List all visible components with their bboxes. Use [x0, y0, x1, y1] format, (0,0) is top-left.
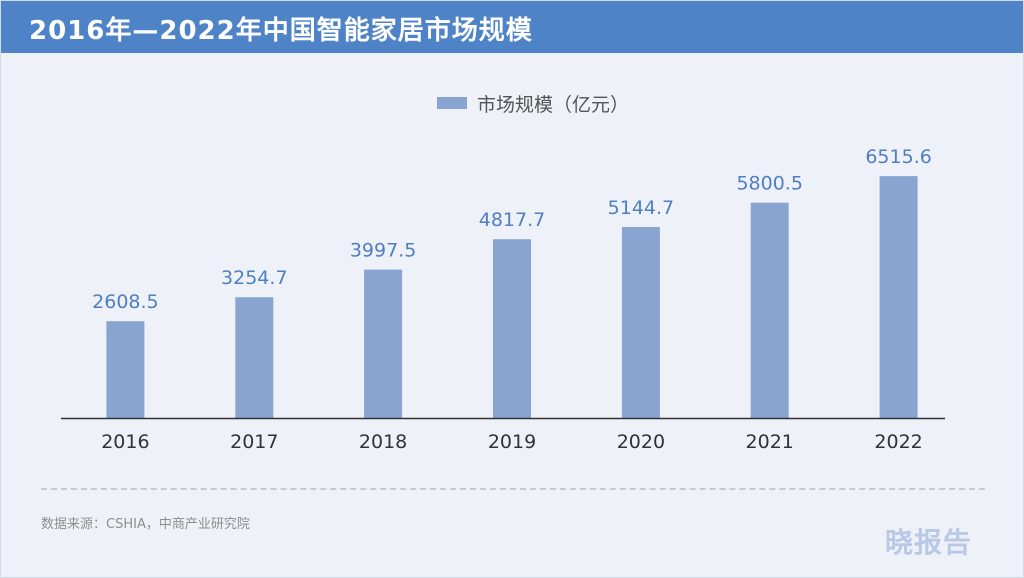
data-label-2019: 4817.7	[479, 209, 545, 231]
x-tick-labels-group: 2016 2017 2018 2019 2020 2021 2022	[101, 431, 923, 453]
bar-2018	[364, 269, 403, 418]
watermark-logo: 晓报告	[885, 526, 973, 559]
bar-chart: 2608.5 3254.7 3997.5 4817.7 5144.7 5800.5 6515…	[61, 146, 945, 453]
legend-label: 市场规模（亿元）	[477, 93, 630, 116]
title-bar: 2016年—2022年中国智能家居市场规模	[1, 1, 1023, 53]
bar-2021	[750, 202, 789, 418]
x-tick-2017: 2017	[230, 431, 278, 453]
legend-swatch	[437, 97, 467, 109]
bar-2019	[493, 239, 531, 418]
dashed-divider	[41, 488, 985, 490]
chart-title: 2016年—2022年中国智能家居市场规模	[29, 16, 533, 46]
data-label-2021: 5800.5	[736, 173, 802, 195]
bars-group	[106, 176, 918, 418]
source-note: 数据来源：CSHIA，中商产业研究院	[41, 517, 250, 532]
data-label-2017: 3254.7	[221, 267, 287, 289]
data-label-2020: 5144.7	[608, 197, 674, 219]
data-label-2016: 2608.5	[92, 291, 158, 313]
x-tick-2019: 2019	[488, 431, 536, 453]
data-label-2022: 6515.6	[865, 146, 931, 168]
bar-2020	[621, 227, 660, 418]
data-labels-group: 2608.5 3254.7 3997.5 4817.7 5144.7 5800.5 6515…	[92, 146, 932, 313]
legend: 市场规模（亿元）	[437, 91, 630, 116]
x-tick-2022: 2022	[874, 431, 922, 453]
bar-2016	[106, 321, 145, 418]
x-tick-2021: 2021	[746, 431, 794, 453]
x-tick-2018: 2018	[359, 431, 407, 453]
bar-2022	[879, 176, 918, 418]
x-tick-2016: 2016	[101, 431, 149, 453]
bar-2017	[235, 297, 274, 418]
x-tick-2020: 2020	[617, 431, 665, 453]
data-label-2018: 3997.5	[350, 240, 416, 262]
